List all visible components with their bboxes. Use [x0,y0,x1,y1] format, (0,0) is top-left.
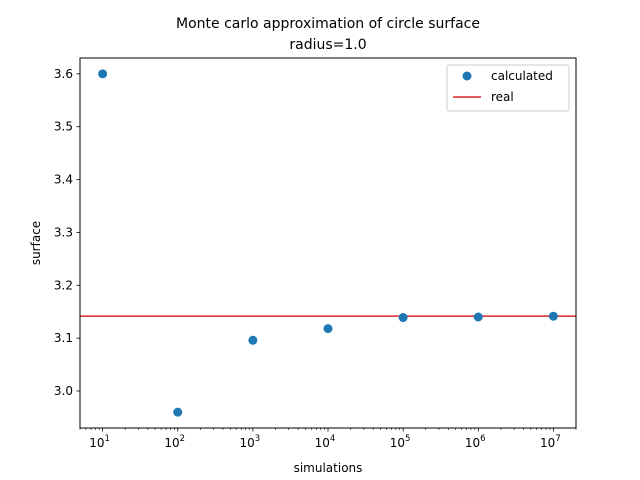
scatter-point [248,335,258,345]
chart-subtitle: radius=1.0 [289,37,366,53]
chart-title: Monte carlo approximation of circle surf… [176,16,480,32]
legend-box [446,64,570,112]
y-tick-label: 3.3 [54,225,73,239]
legend-label-real: real [491,90,514,104]
x-tick-label: 102 [164,434,185,450]
x-tick-exponent: 1 [105,434,110,444]
y-tick-label: 3.6 [54,67,73,81]
x-tick-label: 105 [390,434,411,450]
y-tick-label: 3.0 [54,384,73,398]
y-tick-label: 3.2 [54,278,73,292]
scatter-point [173,407,183,417]
y-tick-label: 3.5 [54,120,73,134]
x-axis-label: simulations [294,461,363,475]
x-tick-label: 107 [540,434,561,450]
x-tick-label: 106 [465,434,486,450]
scatter-point [548,311,558,321]
legend-label-calculated: calculated [491,69,553,83]
legend: calculated real [446,64,570,112]
scatter-point [398,313,408,323]
x-tick-label: 101 [89,434,110,450]
legend-marker-calculated [462,71,472,81]
x-tick-exponent: 7 [555,434,560,444]
y-axis-label: surface [29,221,43,265]
x-tick-exponent: 2 [180,434,185,444]
x-tick-exponent: 6 [480,434,485,444]
x-tick-label: 103 [240,434,261,450]
scatter-point [473,312,483,322]
scatter-point [323,324,333,334]
x-tick-exponent: 4 [330,434,335,444]
x-ticks: 101 102 103 104 105 106 107 [79,428,577,450]
plot-frame [79,57,577,429]
scatter-point [98,69,108,79]
x-tick-exponent: 5 [405,434,410,444]
x-tick-label: 104 [315,434,336,450]
plot-marks [80,69,576,417]
y-tick-label: 3.1 [54,331,73,345]
x-tick-exponent: 3 [255,434,260,444]
y-ticks: 3.0 3.1 3.2 3.3 3.4 3.5 3.6 [54,67,80,398]
y-tick-label: 3.4 [54,173,73,187]
